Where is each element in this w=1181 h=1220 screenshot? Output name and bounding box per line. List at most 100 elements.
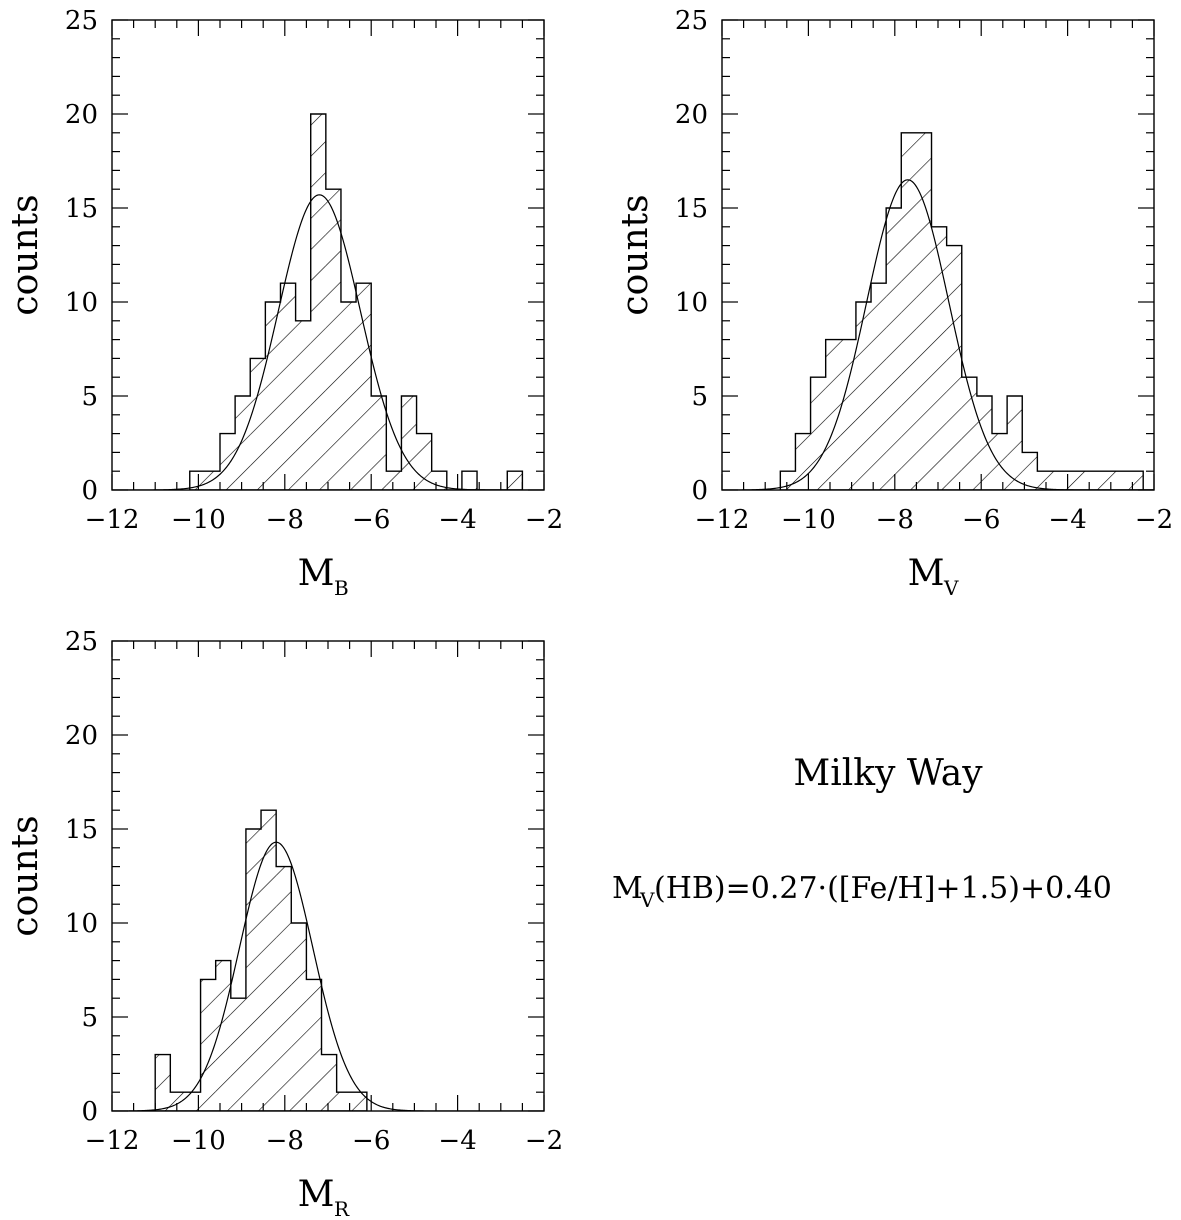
y-tick-label: 25 (65, 627, 98, 657)
histogram-bin (976, 396, 992, 490)
histogram-bin (235, 396, 251, 490)
histogram-bin (961, 377, 977, 490)
annotation-title: Milky Way (793, 753, 983, 794)
histogram-bin (871, 283, 887, 490)
y-tick-label: 5 (691, 382, 708, 412)
x-tick-label: −4 (438, 505, 476, 535)
histogram-bin (230, 998, 246, 1111)
x-tick-label: −10 (781, 505, 836, 535)
histogram-bin (1067, 471, 1083, 490)
histogram-bars (779, 132, 1173, 490)
histogram-bars (154, 809, 368, 1111)
histogram-bin (336, 1092, 352, 1111)
y-tick-label: 25 (675, 6, 708, 36)
histogram-bin (461, 471, 478, 490)
y-tick-label: 20 (65, 721, 98, 751)
x-axis-label: M (298, 553, 335, 594)
histogram-bin (992, 433, 1008, 490)
histogram-bin (280, 283, 296, 490)
histogram-bin (825, 339, 841, 490)
histogram-bin (795, 433, 811, 490)
histogram-bin (386, 471, 402, 490)
histogram-bin (250, 358, 266, 490)
histogram-bin (265, 302, 281, 490)
histogram-bin (855, 302, 872, 490)
histogram-panel-mb: −12 −10 −8 −6 −4 −2 0 5 10 15 20 25 counts M B (5, 6, 563, 600)
histogram-bin (170, 1092, 186, 1111)
y-tick-label: 0 (81, 476, 98, 506)
histogram-bin (291, 923, 307, 1111)
x-tick-label: −10 (171, 505, 226, 535)
histogram-bin (1097, 471, 1113, 490)
y-tick-label: 5 (81, 1003, 98, 1033)
histogram-bin (916, 132, 932, 490)
histogram-bin (215, 960, 231, 1111)
x-tick-label: −12 (695, 505, 750, 535)
y-tick-label: 15 (65, 194, 98, 224)
x-tick-label: −2 (525, 1126, 563, 1156)
y-axis-label: counts (5, 194, 46, 315)
x-axis-label-subscript: V (943, 576, 959, 600)
y-tick-label: 10 (65, 909, 98, 939)
histogram-bin (901, 132, 917, 490)
x-axis-label: M (908, 553, 945, 594)
histogram-panel-mr: −12 −10 −8 −6 −4 −2 0 5 10 15 20 25 counts M R (5, 627, 563, 1220)
histogram-bin (886, 208, 902, 490)
histogram-bin (507, 471, 523, 490)
y-tick-label: 5 (81, 382, 98, 412)
x-tick-label: −8 (266, 505, 304, 535)
histogram-bin (276, 866, 292, 1111)
y-tick-label: 15 (675, 194, 708, 224)
y-tick-label: 0 (691, 476, 708, 506)
y-tick-label: 20 (675, 100, 708, 130)
histogram-bin (351, 1092, 367, 1111)
formula-prefix: M (612, 871, 643, 906)
histogram-bin (1082, 471, 1098, 490)
histogram-bin (185, 1092, 201, 1111)
x-tick-label: −8 (876, 505, 914, 535)
histogram-bin (340, 302, 357, 490)
formula: M V (HB)=0.27·([Fe/H]+1.5)+0.40 (612, 871, 1112, 912)
histogram-bin (1037, 471, 1053, 490)
histogram-bin (780, 471, 796, 490)
histogram-bin (245, 829, 262, 1111)
y-tick-label: 15 (65, 815, 98, 845)
histogram-bin (946, 245, 962, 490)
histogram-bin (220, 433, 236, 490)
x-tick-label: −6 (352, 505, 390, 535)
histogram-bin (931, 226, 947, 490)
histogram-bin (810, 377, 826, 490)
x-tick-label: −8 (266, 1126, 304, 1156)
y-axis-label: counts (5, 815, 46, 936)
histogram-outline (154, 809, 368, 1111)
x-tick-label: −12 (85, 1126, 140, 1156)
y-tick-label: 10 (65, 288, 98, 318)
histogram-bin (1022, 452, 1038, 490)
histogram-outline (189, 113, 524, 490)
x-tick-label: −2 (1135, 505, 1173, 535)
x-tick-label: −6 (962, 505, 1000, 535)
x-axis-label-subscript: R (334, 1197, 350, 1220)
histogram-bin (1158, 452, 1173, 490)
histogram-bin (200, 979, 216, 1111)
gaussian-fit-curve (112, 841, 544, 1111)
histogram-outline (779, 132, 1154, 490)
histogram-bin (261, 810, 277, 1111)
x-axis-label: M (298, 1174, 335, 1215)
x-tick-label: −2 (525, 505, 563, 535)
histogram-bin (306, 979, 322, 1111)
x-axis-label-subscript: B (334, 576, 349, 600)
x-tick-label: −12 (85, 505, 140, 535)
histogram-bin (295, 320, 311, 490)
histogram-bin (321, 1054, 337, 1111)
histogram-bars (189, 113, 524, 490)
histogram-bin (155, 1054, 171, 1111)
formula-body: (HB)=0.27·([Fe/H]+1.5)+0.40 (654, 871, 1112, 906)
x-tick-label: −10 (171, 1126, 226, 1156)
histogram-bin (371, 396, 387, 490)
histogram-bin (356, 283, 372, 490)
histogram-bin (325, 189, 341, 490)
x-tick-label: −6 (352, 1126, 390, 1156)
y-tick-label: 10 (675, 288, 708, 318)
